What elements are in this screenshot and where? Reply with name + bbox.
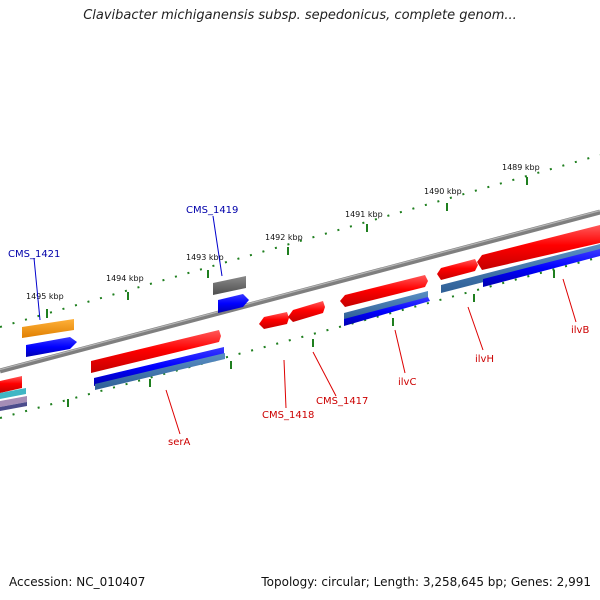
gene-feature[interactable] bbox=[344, 291, 428, 320]
scale-label: 1495 kbp bbox=[26, 292, 64, 301]
inner-scale-ring bbox=[0, 256, 600, 419]
gene-feature-ilvb[interactable] bbox=[477, 225, 600, 270]
accession-text: Accession: NC_010407 bbox=[9, 575, 146, 589]
gene-label-sera[interactable]: serA bbox=[168, 437, 190, 448]
gene-feature-cms1419[interactable] bbox=[213, 276, 246, 295]
scale-label: 1493 kbp bbox=[186, 253, 224, 262]
scale-label: 1492 kbp bbox=[265, 233, 303, 242]
gene-label-ilvc[interactable]: ilvC bbox=[398, 377, 416, 388]
gene-label-cms1418[interactable]: CMS_1418 bbox=[262, 410, 314, 421]
gene-feature[interactable] bbox=[483, 249, 600, 287]
gene-feature-cms1418[interactable] bbox=[259, 312, 289, 329]
gene-feature[interactable] bbox=[0, 376, 22, 393]
gene-feature[interactable] bbox=[95, 353, 225, 390]
gene-label-cms1421[interactable]: CMS_1421 bbox=[8, 249, 60, 260]
map-title: Clavibacter michiganensis subsp. sepedon… bbox=[83, 8, 517, 23]
genome-backbone bbox=[0, 209, 600, 374]
gene-feature[interactable] bbox=[0, 402, 27, 411]
gene-feature[interactable] bbox=[0, 388, 26, 399]
label-leader-line bbox=[33, 257, 41, 321]
label-leader-line bbox=[212, 215, 223, 277]
gene-label-cms1417[interactable]: CMS_1417 bbox=[316, 396, 368, 407]
genome-backbone-highlight bbox=[0, 210, 600, 371]
gene-label-ilvb[interactable]: ilvB bbox=[571, 325, 589, 336]
label-leader-line bbox=[467, 306, 484, 351]
gene-label-ilvh[interactable]: ilvH bbox=[475, 354, 494, 365]
inner-scale-ticks bbox=[67, 270, 555, 407]
gene-feature[interactable] bbox=[218, 294, 249, 313]
gene-feature-cms1421[interactable] bbox=[22, 319, 74, 338]
gene-label-cms1419[interactable]: CMS_1419 bbox=[186, 205, 238, 216]
label-leader-line bbox=[165, 389, 181, 435]
outer-scale-ticks bbox=[46, 177, 528, 318]
scale-label: 1494 kbp bbox=[106, 274, 144, 283]
label-leader-line bbox=[283, 359, 287, 409]
scale-label: 1491 kbp bbox=[345, 210, 383, 219]
gene-feature[interactable] bbox=[441, 244, 600, 293]
scale-label: 1490 kbp bbox=[424, 187, 462, 196]
gene-feature[interactable] bbox=[344, 297, 430, 326]
gene-feature-ilvc[interactable] bbox=[340, 275, 428, 307]
label-leader-line bbox=[312, 351, 337, 397]
scale-label: 1489 kbp bbox=[502, 163, 540, 172]
gene-feature[interactable] bbox=[26, 337, 77, 357]
label-leader-line bbox=[562, 278, 577, 323]
gene-feature-cms1417[interactable] bbox=[288, 301, 325, 322]
topology-summary: Topology: circular; Length: 3,258,645 bp… bbox=[261, 575, 591, 589]
gene-feature[interactable] bbox=[0, 396, 27, 407]
gene-feature-sera[interactable] bbox=[91, 330, 221, 373]
gene-feature[interactable] bbox=[94, 347, 224, 386]
label-leader-line bbox=[394, 329, 406, 374]
outer-scale-ring bbox=[0, 154, 600, 328]
gene-feature-ilvh[interactable] bbox=[437, 259, 478, 280]
